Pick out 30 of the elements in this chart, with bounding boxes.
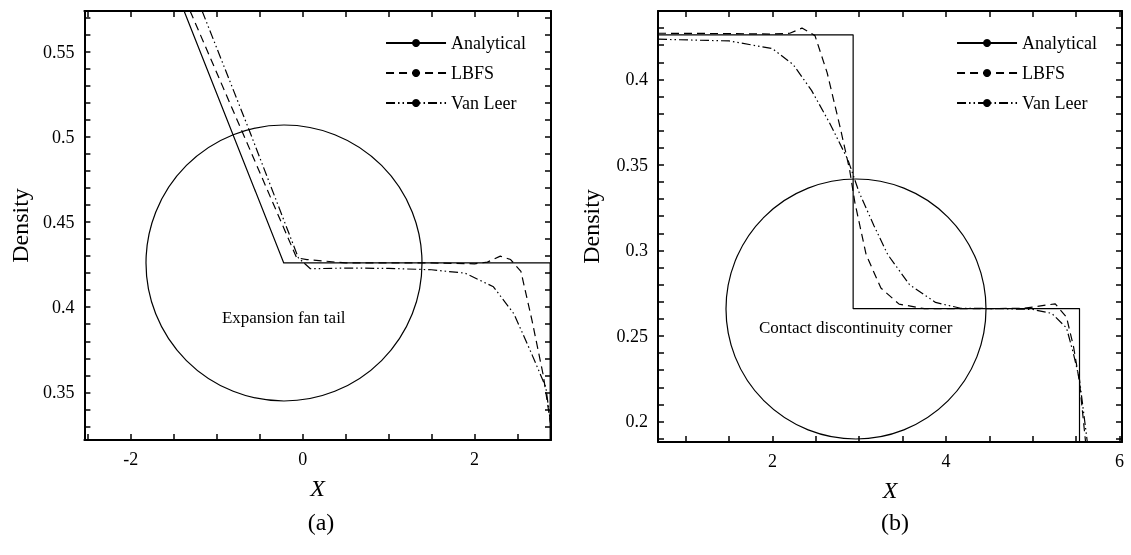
legend-label: Van Leer — [451, 93, 517, 113]
y-axis-title: Density — [578, 189, 604, 264]
x-axis-title: X — [881, 477, 899, 503]
y-tick-label: 0.45 — [42, 212, 75, 233]
legend-label: LBFS — [1022, 63, 1066, 83]
text: (a) — [307, 509, 335, 535]
x-tick-label: 2 — [767, 451, 777, 471]
y-tick-label: 0.3 — [625, 240, 648, 261]
legend-label: LBFS — [451, 63, 495, 83]
x-tick-label: 0 — [298, 449, 308, 469]
y-tick-label: 0.4 — [51, 297, 75, 318]
y-tick-label: 0.2 — [625, 411, 648, 432]
x-tick-label: 4 — [941, 451, 951, 471]
x-tick-label: 6 — [1114, 451, 1124, 471]
x-tick-label: -2 — [123, 449, 139, 469]
y-tick-label: 0.25 — [616, 325, 648, 346]
legend-label: Analytical — [451, 33, 527, 53]
text: (b) — [881, 509, 909, 535]
annotation: Contact discontinuity corner — [758, 317, 953, 338]
y-tick-label: 0.55 — [42, 41, 75, 62]
legend-label: Analytical — [1022, 33, 1098, 53]
x-tick-label: 2 — [470, 449, 480, 469]
y-tick-label: 0.35 — [616, 154, 648, 175]
y-axis-title: Density — [7, 188, 33, 263]
y-tick-label: 0.35 — [42, 382, 75, 403]
annotation: Expansion fan tail — [221, 307, 346, 328]
y-tick-label: 0.5 — [51, 126, 75, 147]
legend-label: Van Leer — [1022, 93, 1088, 113]
x-axis-title: X — [309, 475, 327, 501]
y-tick-label: 0.4 — [625, 69, 648, 90]
